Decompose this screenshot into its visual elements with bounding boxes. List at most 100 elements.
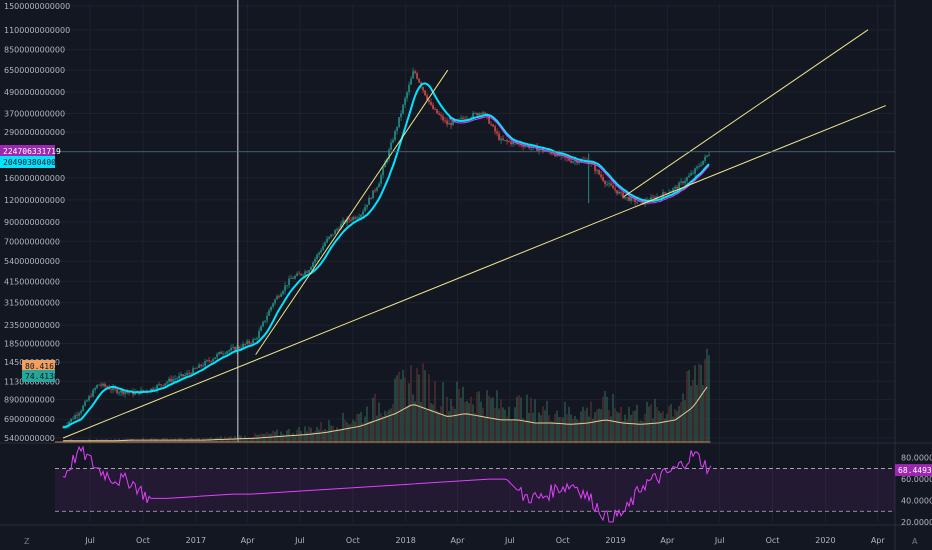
volume-bar (396, 375, 398, 442)
volume-bar (498, 408, 500, 442)
candle-body (388, 149, 390, 159)
y-tick-label: 1500000000000 (4, 2, 70, 11)
candle-body (122, 390, 124, 394)
candle-body (282, 290, 284, 295)
volume-bar (310, 427, 312, 442)
y-tick-label: 1100000000000 (4, 26, 70, 35)
volume-bar (136, 439, 138, 442)
volume-bar (634, 410, 636, 442)
candle-body (150, 388, 152, 392)
volume-bar (488, 395, 490, 442)
candle-body (170, 378, 172, 382)
candle-body (316, 254, 318, 259)
volume-bar (662, 411, 664, 442)
candle-body (174, 378, 176, 380)
candle-body (602, 177, 604, 181)
candle-body (212, 359, 214, 362)
candle-body (70, 418, 72, 422)
volume-bar (518, 394, 520, 442)
y-tick-label: 8900000000 (4, 396, 55, 405)
candle-body (172, 379, 174, 382)
candle-body (240, 347, 242, 349)
candle-body (408, 84, 410, 93)
volume-bar (588, 416, 590, 442)
candle-body (292, 278, 294, 280)
candle-body (90, 396, 92, 398)
candle-body (424, 90, 426, 96)
volume-bar (554, 413, 556, 442)
volume-bar (410, 365, 412, 442)
volume-bar (290, 434, 292, 442)
volume-bar (508, 406, 510, 442)
corner-right-icon[interactable]: A (912, 537, 918, 546)
candle-body (650, 197, 652, 202)
candle-body (308, 270, 310, 273)
candle-body (100, 384, 102, 386)
volume-bar (250, 437, 252, 442)
candle-body (636, 201, 638, 203)
volume-bar (528, 412, 530, 442)
volume-bar (340, 429, 342, 442)
candle-body (224, 353, 226, 355)
volume-bar (266, 431, 268, 442)
volume-bar (636, 404, 638, 442)
candle-body (360, 214, 362, 218)
candle-body (88, 396, 90, 401)
candle-body (652, 197, 654, 199)
volume-bar (638, 420, 640, 442)
volume-bar (306, 431, 308, 442)
volume-bar (402, 369, 404, 442)
volume-bar (654, 398, 656, 442)
corner-left-icon[interactable]: Z (24, 537, 30, 546)
volume-bar (494, 407, 496, 442)
candle-body (182, 374, 184, 377)
candle-body (638, 200, 640, 202)
candle-body (288, 278, 290, 286)
candle-body (232, 347, 234, 348)
volume-bar (158, 439, 160, 442)
candle-body (230, 347, 232, 351)
candle-body (242, 343, 244, 348)
candle-body (414, 71, 416, 74)
volume-bar (524, 420, 526, 442)
overlay-lines (55, 29, 895, 439)
volume-bar (242, 438, 244, 442)
y-tick-label: 54000000000 (4, 257, 60, 266)
volume-bar (414, 401, 416, 442)
y-tick-label: 290000000000 (4, 128, 65, 137)
candle-body (368, 197, 370, 205)
candle-body (74, 415, 76, 419)
volume-bar (660, 412, 662, 442)
candle-body (444, 120, 446, 122)
candle-body (616, 190, 618, 194)
volume-bar (676, 410, 678, 442)
volume-bar (658, 410, 660, 442)
volume-badge-1-label: 80.4163 (25, 362, 59, 371)
volume-bar (318, 429, 320, 442)
volume-bar (648, 406, 650, 442)
y-tick-label: 490000000000 (4, 88, 65, 97)
candle-body (572, 161, 574, 163)
candle-body (382, 167, 384, 176)
candle-body (614, 188, 616, 191)
volume-bars (55, 348, 711, 443)
volume-bar (584, 410, 586, 442)
time-axis[interactable]: Jul Oct 2017 Apr Jul Oct 2018 Apr Jul Oct 2019 Apr J… (84, 536, 885, 545)
volume-bar (232, 438, 234, 442)
volume-bar (160, 439, 162, 442)
volume-bar (248, 437, 250, 442)
volume-bar (376, 415, 378, 442)
candle-body (402, 104, 404, 114)
volume-bar (472, 404, 474, 442)
volume-bar (678, 405, 680, 442)
volume-bar (348, 424, 350, 442)
volume-bar (296, 429, 298, 442)
volume-bar (66, 440, 68, 442)
candle-body (96, 384, 98, 389)
trendline (623, 29, 869, 198)
candle-body (680, 181, 682, 183)
volume-bar (510, 419, 512, 442)
volume-bar (666, 413, 668, 442)
volume-bar (392, 404, 394, 442)
